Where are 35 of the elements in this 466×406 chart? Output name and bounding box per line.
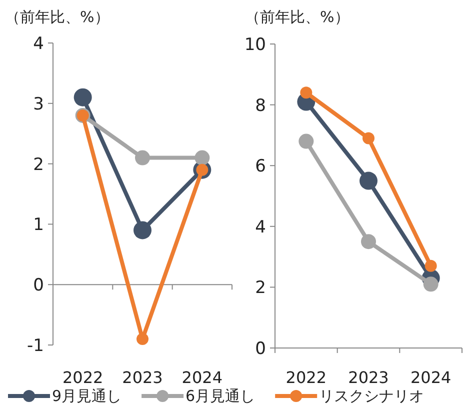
y-tick-label: 3 <box>33 94 44 114</box>
y-tick-label: 2 <box>33 154 44 175</box>
point <box>298 134 314 149</box>
y-tick-label: 4 <box>255 217 266 238</box>
y-tick-label: 8 <box>255 96 266 116</box>
y-tick-label: 1 <box>33 215 44 236</box>
point <box>362 132 374 144</box>
y-tick-label: 4 <box>33 34 44 54</box>
x-tick-label: 2024 <box>182 368 223 387</box>
x-tick-label: 2022 <box>286 368 327 387</box>
point <box>361 234 376 250</box>
x-tick-label: 2024 <box>410 368 452 387</box>
point <box>424 260 437 272</box>
y-axis-title: （前年比、%） <box>5 8 110 26</box>
point <box>300 86 312 99</box>
legend-label: 6月見通し <box>186 387 256 405</box>
point <box>360 172 378 190</box>
point <box>135 150 150 166</box>
x-tick-label: 2023 <box>348 368 389 387</box>
point <box>74 88 92 106</box>
y-tick-label: 2 <box>255 278 266 298</box>
x-tick-label: 2022 <box>62 368 104 387</box>
x-tick-label: 2023 <box>122 368 163 387</box>
y-tick-label: 0 <box>255 339 266 359</box>
legend-label: 9月見通し <box>52 387 122 405</box>
point <box>134 221 152 240</box>
point <box>423 276 438 292</box>
y-tick-label: -1 <box>27 336 44 356</box>
legend-label: リスクシナリオ <box>319 387 424 405</box>
y-axis-title: （前年比、%） <box>245 8 350 26</box>
y-tick-label: 6 <box>255 156 266 177</box>
y-tick-label: 10 <box>244 35 266 55</box>
point <box>194 150 210 166</box>
y-tick-label: 0 <box>33 276 44 296</box>
point <box>136 332 148 345</box>
